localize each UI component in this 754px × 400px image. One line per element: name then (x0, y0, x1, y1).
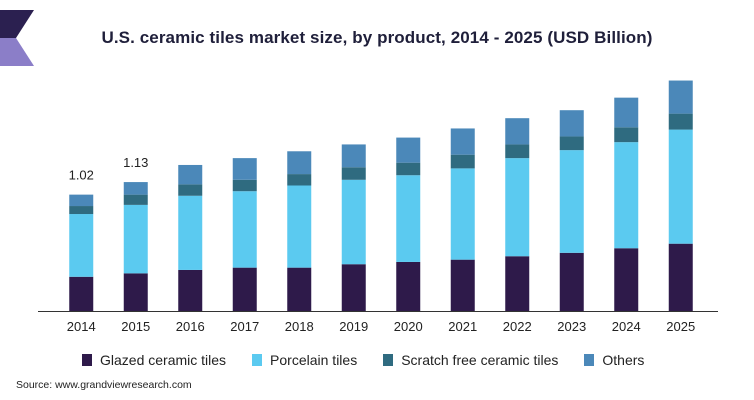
stacked-bar-chart: 2014 1.02 2015 1.13 2016 2017 2018 2019 2020 2021… (38, 80, 718, 334)
bar-segment-2023-porcelain (559, 150, 584, 253)
bar-segment-2014-porcelain (69, 214, 94, 277)
bar-segment-2023-scratch (559, 136, 584, 151)
bar-segment-2025-porcelain (668, 129, 693, 244)
bar-segment-2021-porcelain (450, 168, 475, 260)
legend-item-porcelain: Porcelain tiles (252, 352, 357, 368)
bar-segment-2018-porcelain (287, 185, 312, 268)
bar-segment-2017-porcelain (232, 191, 257, 268)
bar-segment-2018-scratch (287, 174, 312, 186)
x-tick-label-2016: 2016 (176, 319, 205, 334)
x-tick-label-2022: 2022 (503, 319, 532, 334)
bar-segment-2018-others (287, 151, 312, 175)
legend-swatch-glazed (82, 354, 92, 366)
chart-legend: Glazed ceramic tiles Porcelain tiles Scrat… (82, 352, 670, 368)
bar-segment-2025-glazed (668, 243, 693, 311)
logo-light-shape (0, 38, 34, 66)
bar-segment-2024-scratch (614, 127, 639, 143)
bar-segment-2023-others (559, 110, 584, 137)
bar-segment-2020-porcelain (396, 175, 421, 262)
legend-label-scratch: Scratch free ceramic tiles (401, 352, 559, 368)
bar-segment-2024-glazed (614, 248, 639, 311)
x-tick-label-2019: 2019 (339, 319, 368, 334)
bar-segment-2016-scratch (178, 184, 203, 196)
bar-segment-2017-glazed (232, 267, 257, 311)
bar-segment-2022-porcelain (505, 158, 530, 257)
bar-segment-2019-scratch (341, 167, 366, 180)
bar-segment-2020-scratch (396, 162, 421, 176)
bar-segment-2016-porcelain (178, 195, 203, 270)
brand-logo (0, 10, 34, 66)
bar-segment-2025-others (668, 80, 693, 114)
legend-item-scratch: Scratch free ceramic tiles (383, 352, 558, 368)
bar-segment-2017-scratch (232, 179, 257, 192)
bar-segment-2016-others (178, 164, 203, 185)
bar-segment-2015-porcelain (123, 204, 148, 274)
bar-segment-2017-others (232, 158, 257, 180)
bar-segment-2016-glazed (178, 269, 203, 311)
legend-swatch-others (584, 354, 595, 366)
bar-segment-2019-glazed (341, 264, 366, 311)
x-tick-label-2024: 2024 (612, 319, 641, 334)
x-tick-label-2023: 2023 (557, 319, 586, 334)
bar-segment-2020-glazed (396, 261, 421, 311)
bar-segment-2018-glazed (287, 267, 312, 311)
bar-segment-2022-others (505, 118, 530, 145)
bar-segment-2015-scratch (123, 194, 148, 205)
bar-segment-2014-scratch (69, 206, 94, 215)
x-tick-label-2021: 2021 (448, 319, 477, 334)
bar-segment-2021-glazed (450, 259, 475, 311)
bar-segment-2019-others (341, 144, 366, 168)
data-label-2015: 1.13 (123, 155, 148, 170)
data-label-2014: 1.02 (69, 168, 94, 183)
legend-label-glazed: Glazed ceramic tiles (100, 352, 227, 368)
x-tick-label-2017: 2017 (230, 319, 259, 334)
bar-segment-2022-scratch (505, 144, 530, 159)
logo-dark-shape (0, 10, 34, 38)
bar-segment-2024-others (614, 97, 639, 128)
bar-segment-2015-others (123, 182, 148, 195)
x-tick-label-2015: 2015 (121, 319, 150, 334)
chart-title: U.S. ceramic tiles market size, by produ… (101, 28, 653, 47)
bar-segment-2015-glazed (123, 273, 148, 311)
x-tick-label-2025: 2025 (666, 319, 695, 334)
source-note: Source: www.grandviewresearch.com (16, 379, 192, 391)
legend-swatch-scratch (383, 354, 394, 366)
legend-swatch-porcelain (252, 354, 263, 366)
bar-segment-2021-scratch (450, 154, 475, 169)
legend-item-glazed: Glazed ceramic tiles (82, 352, 226, 368)
bar-segment-2020-others (396, 137, 421, 163)
bar-segment-2025-scratch (668, 113, 693, 130)
bar-segment-2022-glazed (505, 256, 530, 311)
x-tick-label-2018: 2018 (285, 319, 314, 334)
bar-segment-2014-others (69, 194, 94, 207)
legend-label-porcelain: Porcelain tiles (270, 352, 358, 368)
bar-segment-2021-others (450, 128, 475, 155)
legend-item-others: Others (584, 352, 644, 368)
bar-segment-2024-porcelain (614, 142, 639, 249)
x-tick-label-2014: 2014 (67, 319, 96, 334)
bar-segment-2019-porcelain (341, 179, 366, 265)
x-tick-label-2020: 2020 (394, 319, 423, 334)
bar-segment-2014-glazed (69, 276, 94, 311)
bar-segment-2023-glazed (559, 252, 584, 311)
legend-label-others: Others (602, 352, 645, 368)
